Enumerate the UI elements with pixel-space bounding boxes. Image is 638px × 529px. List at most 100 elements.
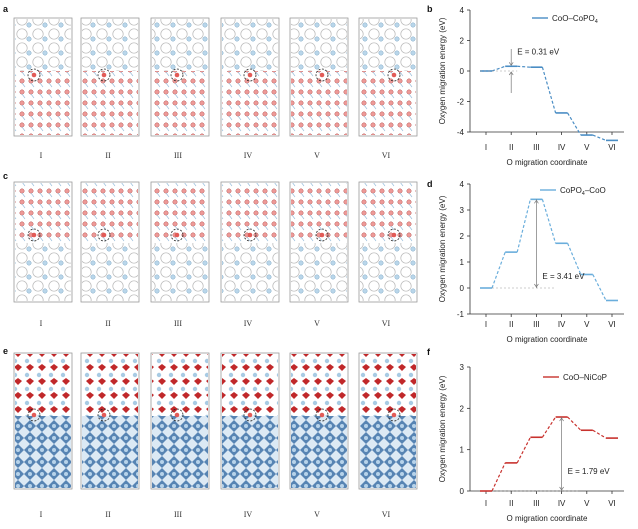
energy-connector	[491, 462, 506, 492]
energy-connector	[541, 67, 557, 114]
x-tick-label: V	[584, 320, 590, 329]
energy-connector	[541, 416, 557, 438]
energy-connector	[517, 65, 531, 68]
x-tick-label: I	[485, 499, 487, 508]
structure-panel-e-6	[358, 352, 418, 490]
energy-connector	[491, 65, 506, 72]
roman-label: VI	[382, 319, 391, 328]
x-axis-label: O migration coordinate	[507, 514, 588, 523]
panel-letter-d: d	[427, 179, 433, 189]
y-tick-label: 0	[460, 67, 465, 76]
structure-panel-e-4	[220, 352, 280, 490]
migrating-oxygen-marker	[315, 408, 329, 422]
roman-label: III	[174, 319, 182, 328]
roman-label: IV	[244, 510, 253, 519]
panel-letter-c: c	[3, 171, 8, 181]
legend-label: CoPO4–CoO	[560, 186, 606, 197]
roman-label: VI	[382, 151, 391, 160]
energy-connector	[567, 112, 582, 136]
y-tick-label: 2	[460, 404, 465, 413]
migrating-oxygen-marker	[387, 408, 401, 422]
structure-panel-e-5	[289, 352, 349, 490]
y-tick-label: -2	[457, 98, 465, 107]
x-tick-label: III	[533, 143, 540, 152]
migrating-oxygen-marker	[27, 228, 41, 242]
structure-panel-e-2	[80, 352, 140, 490]
y-tick-label: 1	[460, 446, 465, 455]
y-tick-label: 4	[460, 180, 465, 189]
energy-connector	[541, 199, 557, 244]
y-axis-label: Oxygen migration energy (eV)	[438, 375, 447, 482]
panel-letter-a: a	[3, 4, 9, 14]
migrating-oxygen-marker	[97, 408, 111, 422]
barrier-label: E = 0.31 eV	[517, 47, 560, 56]
y-tick-label: -4	[457, 128, 465, 137]
x-tick-label: IV	[558, 499, 566, 508]
energy-connector	[592, 274, 607, 301]
x-tick-label: III	[533, 320, 540, 329]
structure-panel-a-2	[80, 17, 140, 137]
x-tick-label: IV	[558, 143, 566, 152]
x-tick-label: VI	[608, 143, 616, 152]
migrating-oxygen-marker	[170, 228, 184, 242]
migrating-oxygen-marker	[243, 228, 257, 242]
structure-panel-c-3	[150, 181, 210, 303]
x-tick-label: II	[509, 320, 513, 329]
energy-connector	[516, 436, 531, 464]
x-tick-label: I	[485, 320, 487, 329]
roman-label: II	[105, 510, 111, 519]
x-axis-label: O migration coordinate	[507, 158, 588, 167]
energy-connector	[491, 251, 506, 289]
migrating-oxygen-marker	[97, 228, 111, 242]
energy-connector	[567, 243, 582, 275]
x-tick-label: V	[584, 143, 590, 152]
legend-label: CoO–CoPO4	[552, 14, 598, 25]
migrating-oxygen-marker	[243, 68, 257, 82]
y-tick-label: 3	[460, 206, 465, 215]
migrating-oxygen-marker	[387, 68, 401, 82]
y-tick-label: 1	[460, 258, 465, 267]
structure-panel-a-5	[289, 17, 349, 137]
energy-connector	[567, 416, 582, 431]
y-axis-label: Oxygen migration energy (eV)	[438, 195, 447, 302]
panel-letter-f: f	[427, 347, 431, 357]
roman-label: V	[314, 151, 320, 160]
y-tick-label: -1	[457, 310, 465, 319]
roman-label: II	[105, 319, 111, 328]
migrating-oxygen-marker	[315, 228, 329, 242]
migrating-oxygen-marker	[170, 68, 184, 82]
structure-panel-e-3	[150, 352, 210, 490]
x-tick-label: V	[584, 499, 590, 508]
structure-panel-c-2	[80, 181, 140, 303]
roman-label: II	[105, 151, 111, 160]
y-axis-label: Oxygen migration energy (eV)	[438, 17, 447, 124]
structure-panel-c-5	[289, 181, 349, 303]
structure-panel-c-6	[358, 181, 418, 303]
migrating-oxygen-marker	[27, 408, 41, 422]
x-tick-label: I	[485, 143, 487, 152]
migrating-oxygen-marker	[387, 228, 401, 242]
y-tick-label: 4	[460, 6, 465, 15]
roman-label: VI	[382, 510, 391, 519]
roman-label: I	[40, 319, 43, 328]
migrating-oxygen-marker	[27, 68, 41, 82]
migrating-oxygen-marker	[243, 408, 257, 422]
legend-label: CoO–NiCoP	[563, 373, 607, 382]
structure-panel-a-4	[220, 17, 280, 137]
roman-label: IV	[244, 151, 253, 160]
roman-label: III	[174, 510, 182, 519]
energy-connector	[516, 199, 531, 253]
structure-panel-a-1	[13, 17, 73, 137]
roman-label: III	[174, 151, 182, 160]
barrier-label: E = 3.41 eV	[542, 272, 585, 281]
x-tick-label: II	[509, 143, 513, 152]
roman-label: I	[40, 151, 43, 160]
structure-panel-a-6	[358, 17, 418, 137]
panel-letter-b: b	[427, 4, 433, 14]
roman-label: V	[314, 510, 320, 519]
barrier-label: E = 1.79 eV	[568, 467, 611, 476]
